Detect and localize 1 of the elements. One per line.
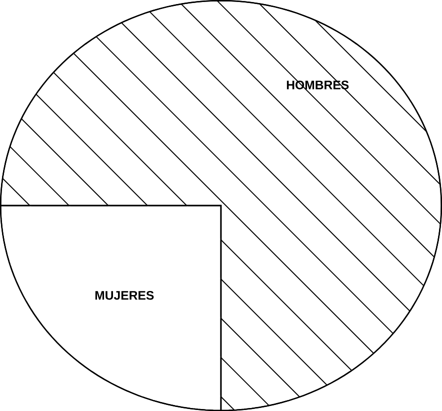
slice-label: MUJERES bbox=[95, 290, 154, 300]
